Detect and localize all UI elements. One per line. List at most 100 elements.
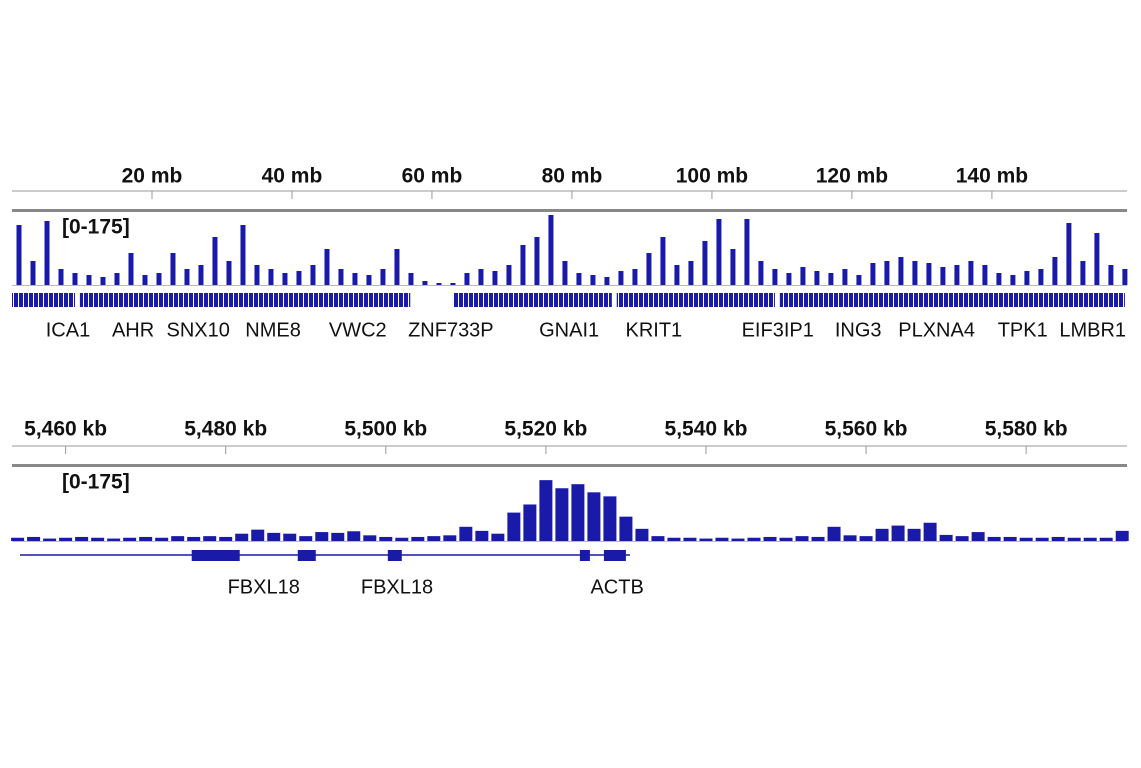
coverage-bar [395, 537, 409, 541]
coverage-bar [43, 538, 57, 541]
coverage-bar [1035, 537, 1049, 541]
coverage-bar [646, 253, 652, 285]
coverage-bar [827, 526, 841, 541]
coverage-bar [478, 269, 484, 285]
gene-label: GNAI1 [539, 319, 599, 341]
coverage-bar [730, 249, 736, 285]
coverage-bar [856, 275, 862, 285]
coverage-bar [576, 273, 582, 285]
x-tick-label: 5,560 kb [825, 418, 908, 441]
coverage-bar [506, 265, 512, 285]
coverage-bar [779, 537, 793, 541]
coverage-bar [1010, 275, 1016, 285]
coverage-bar [363, 535, 377, 541]
coverage-bar [254, 265, 260, 285]
coverage-bar [716, 219, 722, 285]
coverage-bar [394, 249, 400, 285]
coverage-bar [870, 263, 876, 285]
coverage-bar [955, 536, 969, 541]
coverage-bar [267, 532, 281, 541]
gene-feature [191, 550, 240, 561]
coverage-bar [619, 516, 633, 541]
coverage-bar [142, 275, 148, 285]
coverage-bar [590, 275, 596, 285]
coverage-bar [548, 215, 554, 285]
coverage-bar [171, 536, 185, 541]
coverage-bar [843, 535, 857, 541]
coverage-bar [139, 536, 153, 541]
coverage-bar [971, 532, 985, 541]
coverage-bar [954, 265, 960, 285]
coverage-bar [75, 536, 89, 541]
gene-label: SNX10 [166, 319, 229, 341]
coverage-bar [702, 241, 708, 285]
gene-label: PLXNA4 [898, 319, 975, 341]
coverage-bar [492, 271, 498, 285]
coverage-bar [219, 536, 233, 541]
coverage-bar [299, 536, 313, 541]
coverage-bar [58, 269, 64, 285]
coverage-bar [30, 261, 36, 285]
coverage-bar [1019, 537, 1033, 541]
coverage-bar [520, 245, 526, 285]
coverage-bar [427, 536, 441, 541]
coverage-bar [226, 261, 232, 285]
coverage-bar [683, 537, 697, 541]
coverage-bar [555, 488, 569, 541]
gene-feature [79, 293, 411, 307]
gene-feature [616, 293, 775, 307]
coverage-bar [366, 275, 372, 285]
coverage-bar [475, 530, 489, 541]
coverage-bar [1066, 223, 1072, 285]
coverage-bar [884, 261, 890, 285]
coverage-bar [562, 261, 568, 285]
coverage-bar [380, 269, 386, 285]
coverage-bar [155, 537, 169, 541]
coverage-bar [235, 533, 249, 541]
coverage-bar [11, 537, 25, 541]
coverage-bar [198, 265, 204, 285]
coverage-bar [814, 271, 820, 285]
x-tick-label: 60 mb [402, 165, 463, 188]
gene-label: VWC2 [329, 319, 387, 341]
coverage-bar [715, 537, 729, 541]
coverage-bar [324, 249, 330, 285]
coverage-bar [1108, 265, 1114, 285]
coverage-bar [1038, 269, 1044, 285]
gene-feature [387, 550, 402, 561]
coverage-bar [443, 535, 457, 541]
x-tick-label: 5,460 kb [24, 418, 107, 441]
coverage-bar [898, 257, 904, 285]
coverage-bar [539, 480, 553, 541]
coverage-bar [436, 283, 442, 285]
gene-label: ING3 [835, 319, 882, 341]
x-tick-label: 5,500 kb [344, 418, 427, 441]
coverage-bar [772, 269, 778, 285]
coverage-bar [86, 275, 92, 285]
gene-label: ACTB [590, 576, 643, 598]
coverage-bar [1099, 537, 1113, 541]
coverage-bar [987, 536, 1001, 541]
coverage-bar [310, 265, 316, 285]
coverage-bar [842, 269, 848, 285]
track-separator [12, 209, 1127, 212]
gene-feature [297, 550, 316, 561]
coverage-bar [184, 269, 190, 285]
coverage-bar [128, 253, 134, 285]
coverage-bar [422, 281, 428, 285]
coverage-bar [338, 269, 344, 285]
coverage-bar [114, 273, 120, 285]
coverage-bar [604, 277, 610, 285]
gene-label: TPK1 [998, 319, 1048, 341]
coverage-bar [763, 536, 777, 541]
coverage-bar [891, 525, 905, 541]
coverage-bar [408, 273, 414, 285]
x-tick-label: 100 mb [676, 165, 748, 188]
coverage-bar [170, 253, 176, 285]
gene-feature [12, 293, 75, 307]
coverage-bar [1115, 530, 1129, 541]
coverage-bar [907, 528, 921, 541]
gene-label: LMBR1 [1059, 319, 1126, 341]
coverage-bar [156, 273, 162, 285]
